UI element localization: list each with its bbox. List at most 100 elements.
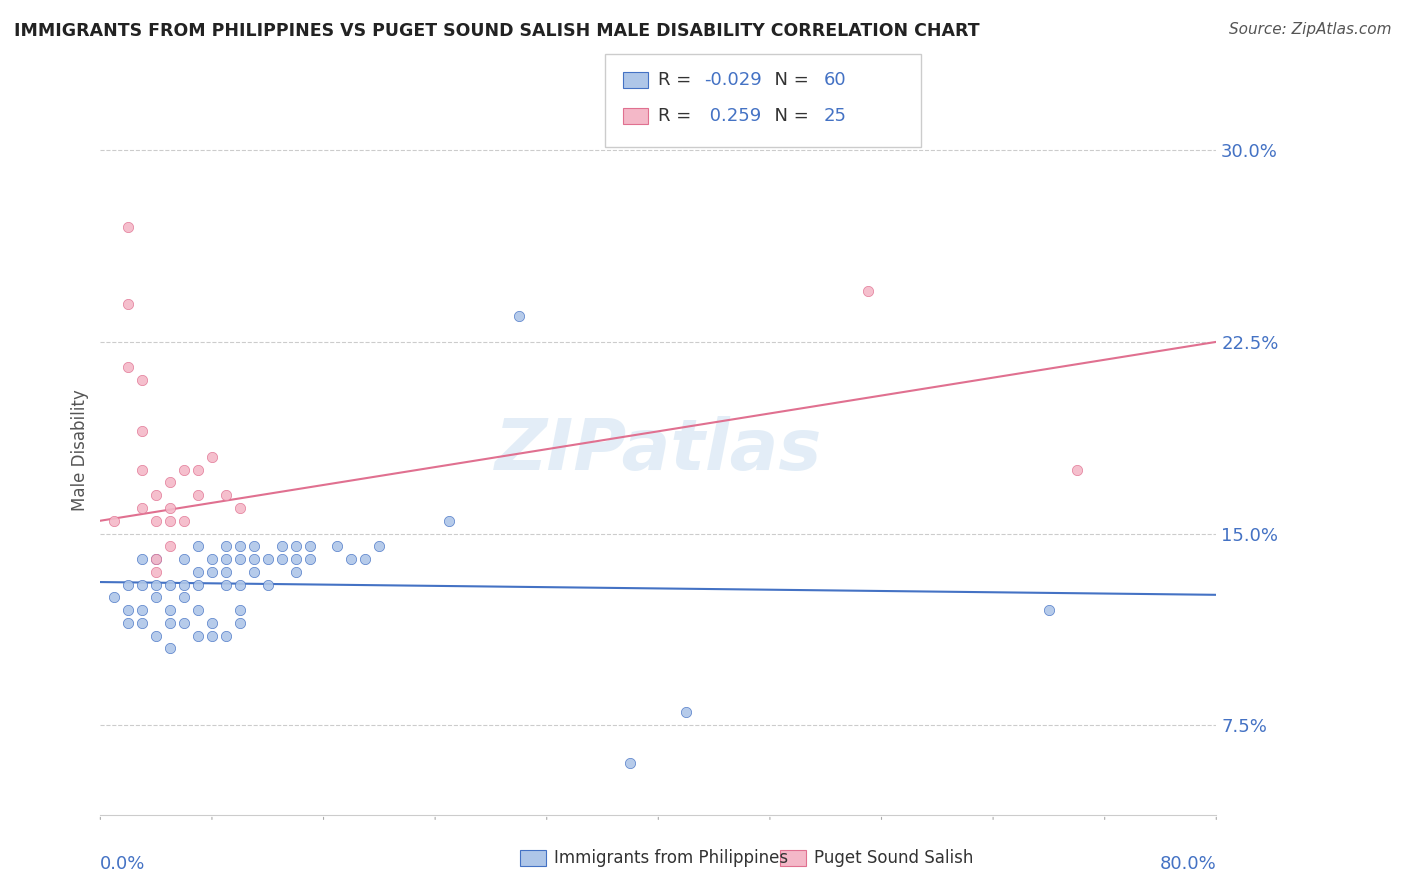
Point: [256, 577, 278, 591]
Point: [326, 539, 349, 553]
Point: [201, 615, 224, 630]
Point: [173, 552, 195, 566]
Point: [173, 577, 195, 591]
Point: [159, 514, 181, 528]
Point: [243, 565, 266, 579]
Point: [159, 615, 181, 630]
Point: [215, 488, 238, 502]
Point: [270, 539, 292, 553]
Point: [145, 552, 167, 566]
Point: [229, 552, 252, 566]
Point: [215, 552, 238, 566]
Text: N =: N =: [763, 71, 815, 89]
Point: [298, 539, 321, 553]
Point: [229, 603, 252, 617]
Text: 80.0%: 80.0%: [1160, 855, 1216, 872]
Point: [201, 629, 224, 643]
Point: [131, 425, 153, 439]
Point: [103, 514, 125, 528]
Point: [131, 552, 153, 566]
Point: [201, 552, 224, 566]
Point: [173, 615, 195, 630]
Point: [131, 500, 153, 515]
Point: [187, 603, 209, 617]
Point: [215, 539, 238, 553]
Point: [159, 500, 181, 515]
Text: 60: 60: [824, 71, 846, 89]
Point: [131, 577, 153, 591]
Point: [201, 450, 224, 464]
Point: [145, 577, 167, 591]
Point: [131, 615, 153, 630]
Point: [173, 462, 195, 476]
Point: [145, 565, 167, 579]
Point: [229, 615, 252, 630]
Point: [270, 552, 292, 566]
Point: [856, 284, 879, 298]
Point: [103, 591, 125, 605]
Point: [256, 552, 278, 566]
Point: [145, 552, 167, 566]
Point: [117, 615, 139, 630]
Point: [215, 577, 238, 591]
Point: [173, 591, 195, 605]
Point: [159, 539, 181, 553]
Text: IMMIGRANTS FROM PHILIPPINES VS PUGET SOUND SALISH MALE DISABILITY CORRELATION CH: IMMIGRANTS FROM PHILIPPINES VS PUGET SOU…: [14, 22, 980, 40]
Point: [229, 500, 252, 515]
Point: [215, 629, 238, 643]
Point: [437, 514, 460, 528]
Point: [131, 373, 153, 387]
Point: [117, 577, 139, 591]
Point: [159, 475, 181, 490]
Text: R =: R =: [658, 107, 697, 125]
Point: [187, 565, 209, 579]
Text: R =: R =: [658, 71, 697, 89]
Point: [284, 552, 307, 566]
Text: Source: ZipAtlas.com: Source: ZipAtlas.com: [1229, 22, 1392, 37]
Text: 25: 25: [824, 107, 846, 125]
Y-axis label: Male Disability: Male Disability: [72, 390, 89, 511]
Point: [1066, 462, 1088, 476]
Point: [131, 462, 153, 476]
Point: [298, 552, 321, 566]
Point: [117, 219, 139, 234]
Point: [173, 514, 195, 528]
Point: [187, 577, 209, 591]
Point: [243, 539, 266, 553]
Point: [508, 310, 530, 324]
Point: [243, 552, 266, 566]
Point: [187, 462, 209, 476]
Point: [201, 565, 224, 579]
Point: [159, 577, 181, 591]
Point: [368, 539, 391, 553]
Text: ZIPatlas: ZIPatlas: [495, 416, 823, 485]
Point: [159, 641, 181, 656]
Point: [187, 488, 209, 502]
Point: [131, 603, 153, 617]
Point: [187, 629, 209, 643]
Text: N =: N =: [763, 107, 815, 125]
Point: [117, 296, 139, 310]
Text: 0.0%: 0.0%: [100, 855, 146, 872]
Point: [145, 591, 167, 605]
Point: [229, 539, 252, 553]
Point: [675, 706, 697, 720]
Point: [187, 539, 209, 553]
Point: [145, 629, 167, 643]
Point: [354, 552, 377, 566]
Text: 0.259: 0.259: [704, 107, 762, 125]
Point: [619, 756, 641, 771]
Point: [145, 514, 167, 528]
Point: [340, 552, 363, 566]
Text: Puget Sound Salish: Puget Sound Salish: [814, 849, 973, 867]
Point: [284, 539, 307, 553]
Point: [284, 565, 307, 579]
Point: [215, 565, 238, 579]
Point: [145, 488, 167, 502]
Point: [1038, 603, 1060, 617]
Point: [229, 577, 252, 591]
Point: [159, 603, 181, 617]
Text: Immigrants from Philippines: Immigrants from Philippines: [554, 849, 789, 867]
Point: [117, 360, 139, 375]
Point: [117, 603, 139, 617]
